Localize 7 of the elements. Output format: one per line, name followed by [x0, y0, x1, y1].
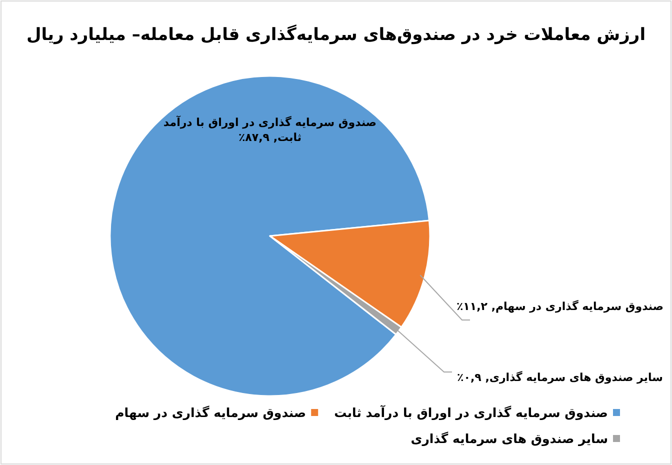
- legend-label: صندوق سرمایه گذاری در سهام: [115, 405, 306, 421]
- legend-label: سایر صندوق های سرمایه گذاری: [410, 431, 608, 447]
- legend-label: صندوق سرمایه گذاری در اوراق با درآمد ثابت: [334, 405, 608, 421]
- chart-title: ارزش معاملات خرد در صندوق‌های سرمایه‌گذاری قابل معامله– میلیارد ریال: [26, 24, 646, 45]
- data-label: صندوق سرمایه گذاری در سهام, ۱۱,۲٪: [456, 300, 664, 313]
- pie-slice: [109, 76, 430, 397]
- data-label: سایر صندوق های سرمایه گذاری, ۰,۹٪: [457, 371, 663, 384]
